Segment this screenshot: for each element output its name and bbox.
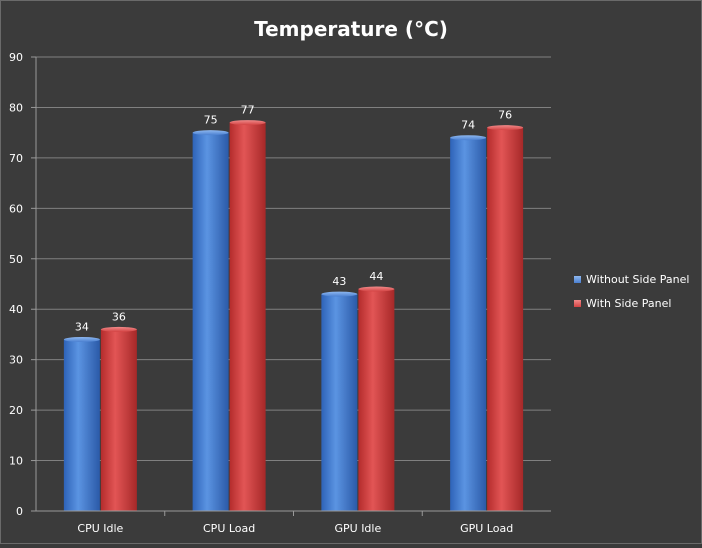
x-tick-label: GPU Idle (334, 522, 381, 535)
bar-body (321, 294, 358, 511)
legend-item: With Side Panel (574, 297, 671, 310)
bar-body (229, 122, 266, 512)
x-tick-label: CPU Load (203, 522, 255, 535)
y-tick-label: 80 (9, 101, 23, 114)
bar-cap (63, 336, 100, 342)
bar-body (192, 132, 229, 511)
data-label: 75 (204, 114, 218, 127)
bar (321, 291, 358, 511)
bar-body (100, 329, 137, 511)
chart-title: Temperature (°C) (254, 17, 448, 41)
data-labels: 34 36 75 77 43 44 74 76 (75, 104, 512, 334)
data-label: 76 (498, 109, 512, 122)
data-label: 34 (75, 320, 89, 333)
legend-swatch (574, 276, 581, 283)
data-label: 77 (241, 104, 255, 117)
bar (100, 326, 137, 511)
bar (358, 286, 395, 511)
y-tick-label: 60 (9, 202, 23, 215)
data-label: 43 (332, 275, 346, 288)
bar (229, 120, 266, 512)
legend-label: Without Side Panel (586, 273, 689, 286)
bar-cap (229, 120, 266, 126)
x-tick-label: GPU Load (460, 522, 513, 535)
legend-label: With Side Panel (586, 297, 671, 310)
data-label: 44 (369, 270, 383, 283)
bar-cap (487, 125, 524, 131)
bars (63, 120, 524, 512)
x-tick-label: CPU Idle (77, 522, 123, 535)
bar (487, 125, 524, 511)
bar-cap (100, 326, 137, 332)
bar (63, 336, 100, 511)
bar (450, 135, 487, 511)
bar-body (63, 339, 100, 511)
y-tick-label: 20 (9, 404, 23, 417)
bar (192, 130, 229, 511)
bar-body (487, 127, 524, 511)
bar-cap (450, 135, 487, 141)
y-tick-label: 50 (9, 253, 23, 266)
y-tick-label: 10 (9, 455, 23, 468)
x-axis-ticks: CPU Idle CPU Load GPU Idle GPU Load (77, 511, 513, 535)
data-label: 74 (461, 119, 475, 132)
data-label: 36 (112, 310, 126, 323)
y-tick-label: 40 (9, 303, 23, 316)
y-axis-ticks: 0 10 20 30 40 50 60 70 80 90 (9, 51, 36, 518)
y-tick-label: 70 (9, 152, 23, 165)
bar-body (450, 137, 487, 511)
legend-item: Without Side Panel (574, 273, 689, 286)
legend-swatch (574, 300, 581, 307)
y-tick-label: 0 (16, 505, 23, 518)
y-tick-label: 30 (9, 354, 23, 367)
bar-body (358, 289, 395, 511)
legend: Without Side Panel With Side Panel (574, 273, 689, 310)
bar-cap (321, 291, 358, 297)
bar-cap (192, 130, 229, 136)
bar-cap (358, 286, 395, 292)
y-tick-label: 90 (9, 51, 23, 64)
